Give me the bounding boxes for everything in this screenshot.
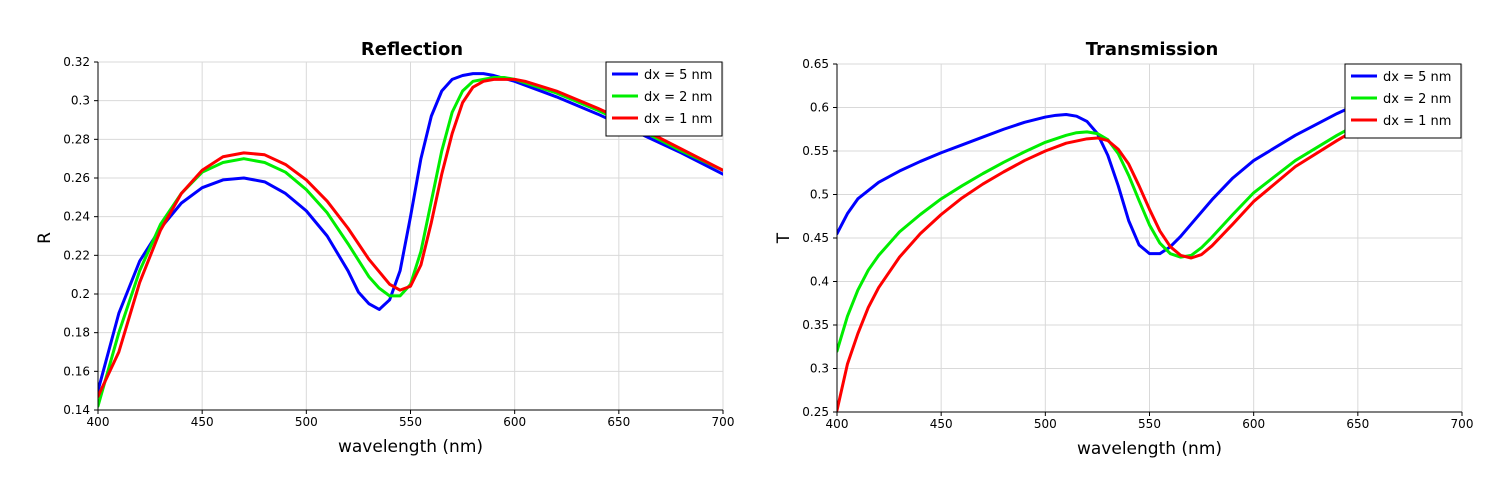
chart-1-y-tick-label-2: 0.35 — [802, 318, 829, 332]
chart-0-y-tick-label-7: 0.28 — [63, 132, 90, 146]
chart-0-x-tick-label-5: 650 — [607, 415, 630, 429]
chart-0-y-tick-label-5: 0.24 — [63, 210, 90, 224]
chart-1-x-axis-title: wavelength (nm) — [1077, 439, 1222, 459]
chart-1-legend: dx = 5 nm dx = 2 nm dx = 1 nm — [1344, 63, 1462, 139]
chart-0-y-tick-label-9: 0.32 — [63, 55, 90, 69]
chart-0-legend: dx = 5 nm dx = 2 nm dx = 1 nm — [605, 61, 723, 137]
chart-1-legend-label-2: dx = 1 nm — [1383, 114, 1451, 129]
chart-1-y-tick-label-0: 0.25 — [802, 405, 829, 419]
chart-0-series-line-2 — [98, 77, 723, 398]
chart-1-x-tick-label-1: 450 — [930, 417, 953, 431]
chart-0-legend-label-1: dx = 2 nm — [644, 90, 712, 105]
chart-0-y-tick-label-1: 0.16 — [63, 364, 90, 378]
chart-1-y-tick-label-5: 0.5 — [810, 188, 829, 202]
chart-1-y-tick-label-4: 0.45 — [802, 231, 829, 245]
chart-1-y-tick-label-8: 0.65 — [802, 57, 829, 71]
chart-0-x-tick-label-3: 550 — [399, 415, 422, 429]
chart-1-x-tick-label-6: 700 — [1451, 417, 1474, 431]
chart-1-y-axis-title: T — [774, 232, 794, 244]
chart-1-y-tick-label-7: 0.6 — [810, 101, 829, 115]
chart-1-series-line-1 — [837, 122, 1360, 353]
chart-0-y-tick-label-4: 0.22 — [63, 248, 90, 262]
chart-0-y-tick-label-2: 0.18 — [63, 326, 90, 340]
chart-1-x-tick-label-2: 500 — [1034, 417, 1057, 431]
chart-0-y-tick-label-6: 0.26 — [63, 171, 90, 185]
chart-0-title: Reflection — [361, 39, 463, 60]
chart-1-y-tick-label-3: 0.4 — [810, 275, 829, 289]
chart-0-x-tick-label-0: 400 — [87, 415, 110, 429]
chart-0-x-tick-label-4: 600 — [503, 415, 526, 429]
chart-1-legend-label-0: dx = 5 nm — [1383, 70, 1451, 85]
chart-0-y-tick-label-3: 0.2 — [71, 287, 90, 301]
chart-1-x-tick-label-0: 400 — [826, 417, 849, 431]
chart-0-legend-label-2: dx = 1 nm — [644, 112, 712, 127]
chart-1-series-line-2 — [837, 126, 1360, 412]
chart-1-x-tick-label-4: 600 — [1242, 417, 1265, 431]
chart-1-series-line-0 — [837, 102, 1360, 256]
chart-0-x-tick-label-2: 500 — [295, 415, 318, 429]
chart-0-y-tick-label-0: 0.14 — [63, 403, 90, 417]
chart-0-y-tick-label-8: 0.3 — [71, 94, 90, 108]
chart-1-x-tick-label-5: 650 — [1346, 417, 1369, 431]
chart-1-y-tick-label-6: 0.55 — [802, 144, 829, 158]
chart-0-x-tick-label-1: 450 — [191, 415, 214, 429]
chart-1-legend-label-1: dx = 2 nm — [1383, 92, 1451, 107]
chart-0-x-axis-title: wavelength (nm) — [338, 437, 483, 457]
chart-0-legend-label-0: dx = 5 nm — [644, 68, 712, 83]
chart-1: 400 450 500 550 600 650 700 0.25 0.3 0.35 0.4 0.45 0… — [774, 39, 1473, 459]
chart-0: 400 450 500 550 600 650 700 0.14 0.16 0.18 0.2 0.22… — [35, 39, 734, 457]
chart-0-x-tick-label-6: 700 — [712, 415, 735, 429]
chart-1-y-tick-label-1: 0.3 — [810, 362, 829, 376]
chart-0-y-axis-title: R — [35, 232, 55, 244]
chart-1-title: Transmission — [1086, 39, 1219, 60]
chart-1-x-tick-label-3: 550 — [1138, 417, 1161, 431]
